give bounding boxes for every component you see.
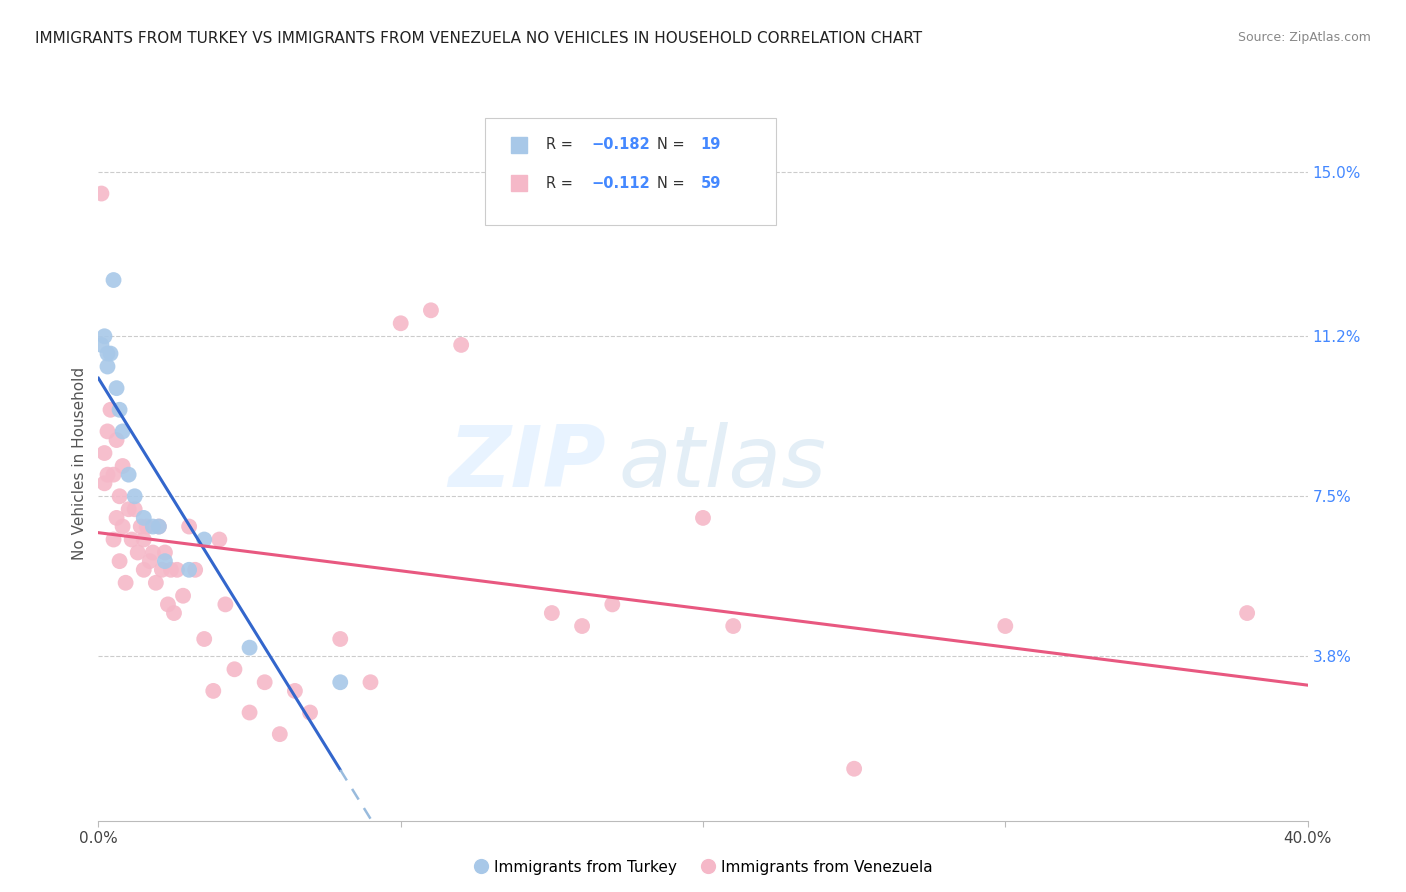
Point <box>90 186 112 201</box>
Point <box>96 346 118 360</box>
Point <box>284 684 307 698</box>
Point <box>96 425 118 439</box>
Point <box>142 545 165 559</box>
Text: Source: ZipAtlas.com: Source: ZipAtlas.com <box>1237 31 1371 45</box>
Point <box>214 598 236 612</box>
Point <box>1236 606 1258 620</box>
Text: 59: 59 <box>700 176 721 191</box>
Point <box>166 563 188 577</box>
Point <box>692 511 714 525</box>
Point <box>105 511 128 525</box>
Point <box>93 476 115 491</box>
Point <box>148 519 170 533</box>
Point <box>239 640 262 655</box>
Point <box>105 381 128 395</box>
Point <box>139 554 162 568</box>
Point <box>571 619 593 633</box>
Text: ZIP: ZIP <box>449 422 606 506</box>
Point <box>239 706 262 720</box>
Point <box>389 316 412 330</box>
Point <box>93 446 115 460</box>
Point <box>172 589 194 603</box>
Point <box>100 346 122 360</box>
Point <box>994 619 1017 633</box>
Point <box>540 606 562 620</box>
Text: −0.182: −0.182 <box>592 137 651 153</box>
Point <box>153 554 176 568</box>
Point <box>114 575 136 590</box>
FancyBboxPatch shape <box>485 118 776 225</box>
Point <box>145 575 167 590</box>
Text: 19: 19 <box>700 137 721 153</box>
Point <box>127 545 149 559</box>
Point <box>96 467 118 482</box>
Point <box>420 303 443 318</box>
Y-axis label: No Vehicles in Household: No Vehicles in Household <box>72 368 87 560</box>
Point <box>90 338 112 352</box>
Point <box>202 684 225 698</box>
Point <box>179 563 201 577</box>
Point <box>124 502 146 516</box>
Point <box>108 489 131 503</box>
Point <box>118 502 141 516</box>
Point <box>132 563 155 577</box>
Point <box>153 545 176 559</box>
Point <box>156 598 179 612</box>
Text: atlas: atlas <box>619 422 827 506</box>
Point <box>111 425 134 439</box>
Text: R =: R = <box>546 176 578 191</box>
Point <box>844 762 866 776</box>
Point <box>103 533 125 547</box>
Point <box>132 533 155 547</box>
Point <box>118 467 141 482</box>
Point <box>723 619 745 633</box>
Point <box>124 489 146 503</box>
Legend: Immigrants from Turkey, Immigrants from Venezuela: Immigrants from Turkey, Immigrants from … <box>467 854 939 880</box>
Point <box>329 632 352 646</box>
Point <box>103 467 125 482</box>
Point <box>142 519 165 533</box>
Point <box>329 675 352 690</box>
Point <box>163 606 186 620</box>
Point <box>135 519 157 533</box>
Point <box>450 338 472 352</box>
Point <box>105 433 128 447</box>
Point <box>100 402 122 417</box>
Text: −0.112: −0.112 <box>592 176 651 191</box>
Point <box>160 563 183 577</box>
Point <box>179 519 201 533</box>
Point <box>108 554 131 568</box>
Point <box>129 519 152 533</box>
Point <box>108 402 131 417</box>
Point <box>93 329 115 343</box>
Text: N =: N = <box>657 137 689 153</box>
Point <box>193 533 215 547</box>
Point <box>208 533 231 547</box>
Point <box>184 563 207 577</box>
Point <box>148 519 170 533</box>
Point <box>111 458 134 473</box>
Point <box>253 675 276 690</box>
Point <box>103 273 125 287</box>
Point <box>269 727 291 741</box>
Point <box>150 563 173 577</box>
Text: N =: N = <box>657 176 689 191</box>
Point <box>602 598 624 612</box>
Point <box>224 662 246 676</box>
Point <box>299 706 322 720</box>
Point <box>360 675 382 690</box>
Point <box>96 359 118 374</box>
Text: IMMIGRANTS FROM TURKEY VS IMMIGRANTS FROM VENEZUELA NO VEHICLES IN HOUSEHOLD COR: IMMIGRANTS FROM TURKEY VS IMMIGRANTS FRO… <box>35 31 922 46</box>
Text: R =: R = <box>546 137 578 153</box>
Point <box>121 533 143 547</box>
Point <box>111 519 134 533</box>
Point <box>193 632 215 646</box>
Point <box>132 511 155 525</box>
